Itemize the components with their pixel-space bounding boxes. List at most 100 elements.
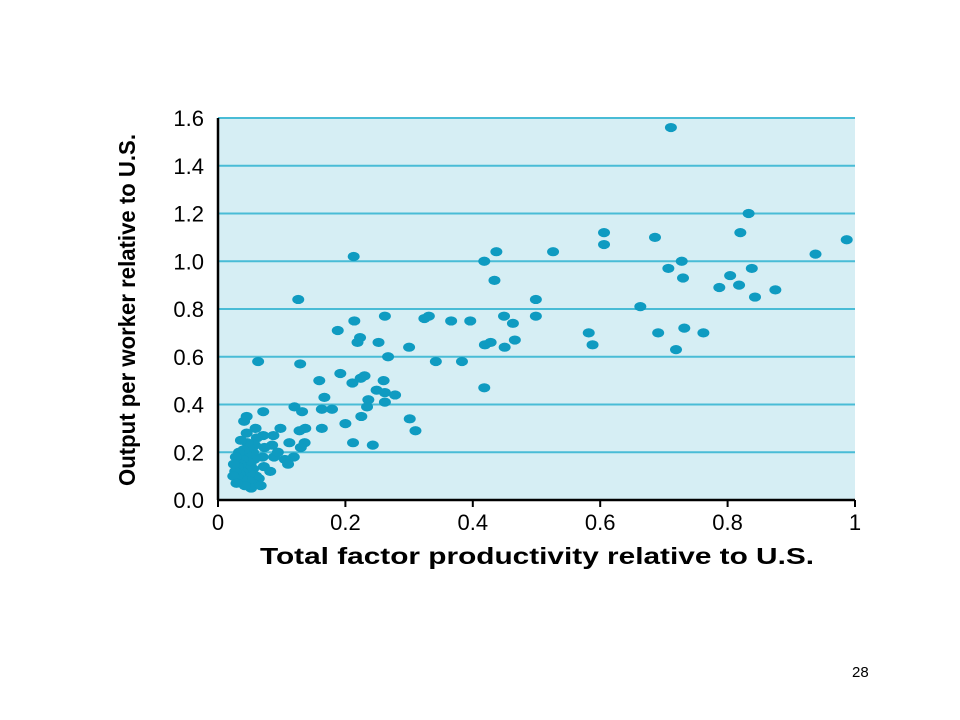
data-point — [240, 411, 253, 422]
data-point — [488, 275, 501, 285]
data-point — [634, 302, 647, 312]
data-point — [372, 337, 385, 348]
data-point — [724, 270, 737, 281]
data-point — [677, 273, 690, 283]
data-point — [326, 404, 339, 414]
data-point — [264, 466, 277, 476]
data-point — [429, 356, 442, 367]
x-tick-label: 0.4 — [458, 510, 489, 535]
y-tick-label: 1.0 — [173, 249, 204, 274]
data-point — [582, 328, 595, 338]
data-point — [498, 342, 511, 352]
data-point — [748, 292, 761, 302]
data-point — [733, 280, 746, 290]
data-point — [484, 337, 497, 348]
x-tick-label: 0.8 — [712, 510, 743, 535]
data-point — [318, 392, 331, 402]
data-point — [294, 359, 307, 369]
data-point — [292, 294, 305, 305]
y-tick-label: 0.4 — [173, 393, 204, 418]
y-tick-label: 1.6 — [173, 106, 204, 131]
y-tick-labels: 0.0 0.2 0.4 0.6 0.8 1.0 1.2 1.4 1.6 — [173, 106, 204, 513]
data-point — [227, 459, 240, 469]
data-point — [234, 435, 247, 445]
data-point — [296, 407, 309, 417]
data-point — [529, 311, 542, 321]
data-points — [227, 122, 853, 493]
data-point — [713, 282, 726, 293]
data-point — [254, 481, 267, 491]
page-number: 28 — [852, 664, 869, 681]
data-point — [742, 208, 755, 219]
data-point — [478, 256, 491, 266]
data-point — [294, 442, 307, 453]
data-point — [508, 335, 521, 345]
x-tick-label: 0 — [212, 510, 224, 535]
data-point — [271, 447, 284, 457]
data-point — [382, 352, 395, 362]
data-point — [358, 371, 371, 381]
data-point — [227, 471, 240, 481]
data-point — [283, 438, 296, 448]
y-tick-label: 0.8 — [173, 297, 204, 322]
x-tick-labels: 0 0.2 0.4 0.6 0.8 1 — [212, 510, 861, 535]
data-point — [490, 247, 503, 257]
data-point — [361, 402, 374, 412]
data-point — [464, 316, 477, 326]
data-point — [529, 294, 542, 305]
y-tick-label: 1.2 — [173, 202, 204, 227]
x-tick-label: 1 — [849, 510, 861, 535]
data-point — [455, 356, 468, 367]
y-tick-label: 0.2 — [173, 440, 204, 465]
data-point — [258, 442, 271, 453]
data-point — [293, 426, 306, 436]
data-point — [378, 387, 391, 398]
data-point — [734, 228, 747, 238]
data-point — [378, 397, 391, 407]
data-point — [378, 311, 391, 321]
data-point — [315, 404, 328, 414]
y-axis-label: Output per worker relative to U.S. — [114, 134, 140, 486]
data-point — [230, 478, 243, 488]
data-point — [403, 414, 416, 424]
data-point — [347, 251, 360, 262]
x-tick-label: 0.6 — [585, 510, 616, 535]
data-point — [697, 328, 710, 338]
data-point — [351, 337, 364, 348]
x-axis-label: Total factor productivity relative to U.… — [260, 543, 814, 569]
data-point — [348, 316, 361, 326]
y-tick-label: 1.4 — [173, 154, 204, 179]
axes — [216, 118, 856, 507]
data-point — [282, 459, 295, 469]
data-point — [670, 344, 683, 355]
data-point — [506, 318, 519, 328]
data-point — [346, 378, 359, 388]
data-point — [652, 328, 665, 338]
data-point — [662, 263, 675, 274]
data-point — [769, 285, 782, 295]
data-point — [840, 235, 853, 245]
data-point — [339, 419, 352, 429]
data-point — [478, 383, 491, 393]
data-point — [498, 311, 511, 321]
data-point — [648, 232, 661, 242]
data-point — [745, 263, 758, 274]
data-point — [347, 438, 360, 448]
data-point — [249, 423, 262, 433]
y-tick-label: 0.0 — [173, 488, 204, 513]
data-point — [598, 239, 611, 250]
data-point — [257, 407, 270, 417]
data-point — [267, 430, 280, 441]
data-point — [252, 356, 265, 367]
data-point — [586, 340, 599, 350]
data-point — [313, 376, 326, 386]
gridlines — [218, 117, 855, 454]
data-point — [403, 342, 416, 352]
data-point — [274, 423, 287, 433]
data-point — [809, 249, 822, 259]
y-tick-label: 0.6 — [173, 345, 204, 370]
data-point — [315, 423, 328, 433]
data-point — [229, 452, 242, 462]
data-point — [331, 325, 344, 336]
